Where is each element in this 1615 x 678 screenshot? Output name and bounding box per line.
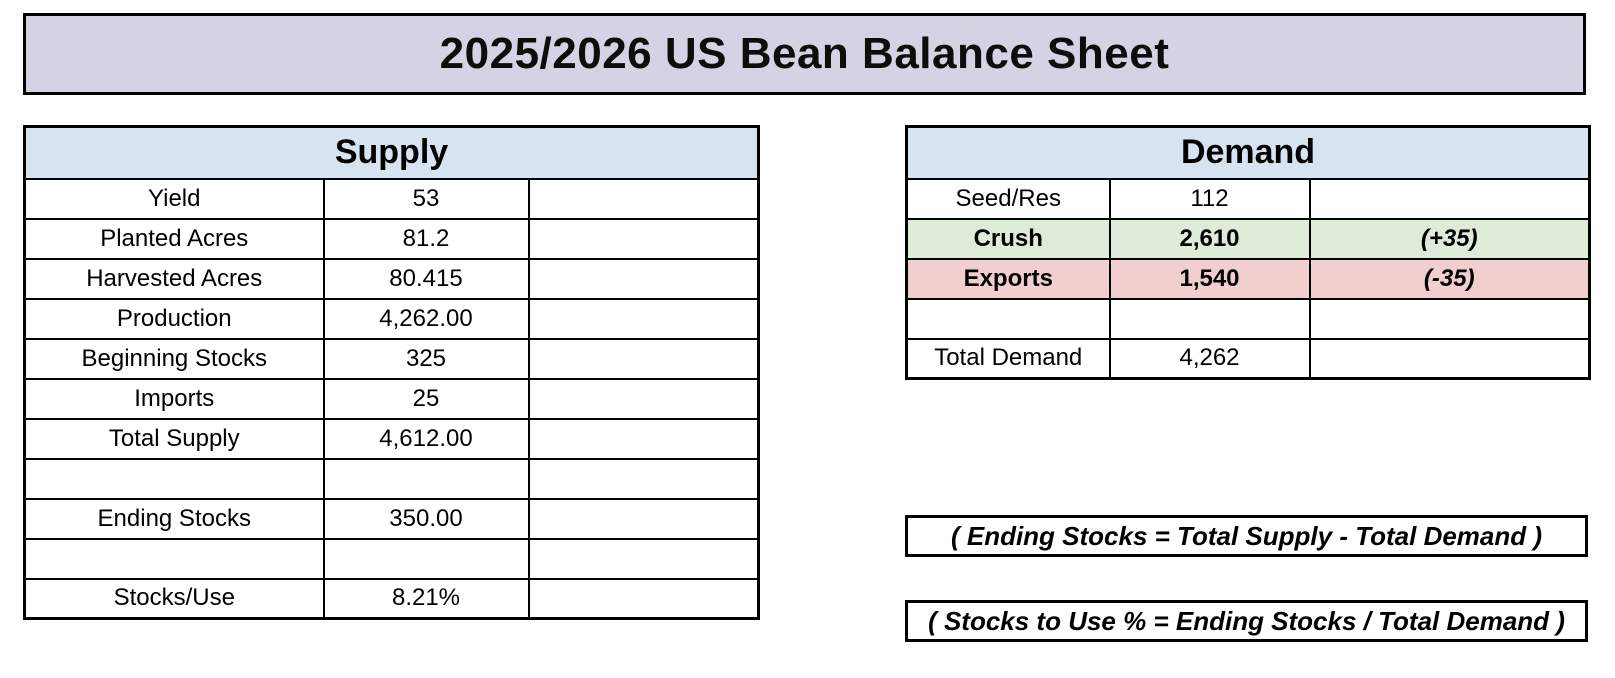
demand-table: Demand Seed/Res 112 Crush 2,610 (+35) Ex… (905, 125, 1592, 380)
row-extra-cell (527, 497, 760, 540)
table-row-exports: Exports 1,540 (-35) (905, 257, 1591, 300)
row-label-cell: Production (23, 297, 325, 340)
supply-table: Supply Yield 53 Planted Acres 81.2 Harve… (23, 125, 761, 620)
row-label-cell: Beginning Stocks (23, 337, 325, 380)
table-row-empty (905, 297, 1591, 340)
row-value-cell: 8.21% (322, 577, 530, 620)
row-value-cell: 4,262.00 (322, 297, 530, 340)
row-label-cell: Yield (23, 177, 325, 220)
row-label-cell: Total Supply (23, 417, 325, 460)
row-label-cell: Ending Stocks (23, 497, 325, 540)
row-change-cell: (+35) (1308, 217, 1591, 260)
table-row-crush: Crush 2,610 (+35) (905, 217, 1591, 260)
row-value-cell (322, 537, 530, 580)
row-value-cell: 2,610 (1108, 217, 1311, 260)
row-value-cell (1108, 297, 1311, 340)
table-row-empty (23, 537, 760, 580)
table-row: Yield 53 (23, 177, 760, 220)
row-label-cell (23, 537, 325, 580)
row-extra-cell (527, 177, 760, 220)
row-value-cell: 25 (322, 377, 530, 420)
row-extra-cell (527, 217, 760, 260)
row-extra-cell (527, 257, 760, 300)
table-row: Production 4,262.00 (23, 297, 760, 340)
row-value-cell: 4,262 (1108, 337, 1311, 380)
row-value-cell (322, 457, 530, 500)
formula-note-ending-stocks: ( Ending Stocks = Total Supply - Total D… (905, 515, 1588, 557)
table-row: Total Demand 4,262 (905, 337, 1591, 380)
table-row: Imports 25 (23, 377, 760, 420)
row-value-cell: 4,612.00 (322, 417, 530, 460)
row-value-cell: 350.00 (322, 497, 530, 540)
table-row-empty (23, 457, 760, 500)
page-title: 2025/2026 US Bean Balance Sheet (439, 29, 1170, 78)
row-extra-cell (527, 537, 760, 580)
supply-header: Supply (23, 125, 760, 180)
demand-header: Demand (905, 125, 1591, 180)
formula-note-stocks-to-use: ( Stocks to Use % = Ending Stocks / Tota… (905, 600, 1588, 642)
row-label-cell (905, 297, 1111, 340)
row-extra-cell (527, 297, 760, 340)
row-extra-cell (527, 337, 760, 380)
row-value-cell: 80.415 (322, 257, 530, 300)
table-row: Beginning Stocks 325 (23, 337, 760, 380)
row-value-cell: 325 (322, 337, 530, 380)
table-row: Harvested Acres 80.415 (23, 257, 760, 300)
table-row: Ending Stocks 350.00 (23, 497, 760, 540)
title-banner: 2025/2026 US Bean Balance Sheet (23, 13, 1586, 95)
row-extra-cell (527, 577, 760, 620)
row-label-cell: Harvested Acres (23, 257, 325, 300)
row-value-cell: 112 (1108, 177, 1311, 220)
row-label-cell: Stocks/Use (23, 577, 325, 620)
row-change-cell: (-35) (1308, 257, 1591, 300)
table-row: Total Supply 4,612.00 (23, 417, 760, 460)
row-label-cell: Crush (905, 217, 1111, 260)
supply-header-row: Supply (23, 125, 760, 180)
table-row: Seed/Res 112 (905, 177, 1591, 220)
formula-note-text: ( Stocks to Use % = Ending Stocks / Tota… (928, 605, 1565, 636)
row-value-cell: 1,540 (1108, 257, 1311, 300)
row-extra-cell (527, 417, 760, 460)
formula-note-text: ( Ending Stocks = Total Supply - Total D… (950, 520, 1543, 551)
row-extra-cell (527, 377, 760, 420)
row-label-cell: Planted Acres (23, 217, 325, 260)
row-change-cell (1308, 177, 1591, 220)
row-change-cell (1308, 297, 1591, 340)
table-row: Planted Acres 81.2 (23, 217, 760, 260)
row-label-cell: Exports (905, 257, 1111, 300)
row-label-cell: Imports (23, 377, 325, 420)
row-label-cell (23, 457, 325, 500)
table-row: Stocks/Use 8.21% (23, 577, 760, 620)
row-value-cell: 53 (322, 177, 530, 220)
row-extra-cell (527, 457, 760, 500)
row-value-cell: 81.2 (322, 217, 530, 260)
row-label-cell: Seed/Res (905, 177, 1111, 220)
row-label-cell: Total Demand (905, 337, 1111, 380)
demand-header-row: Demand (905, 125, 1591, 180)
row-change-cell (1308, 337, 1591, 380)
